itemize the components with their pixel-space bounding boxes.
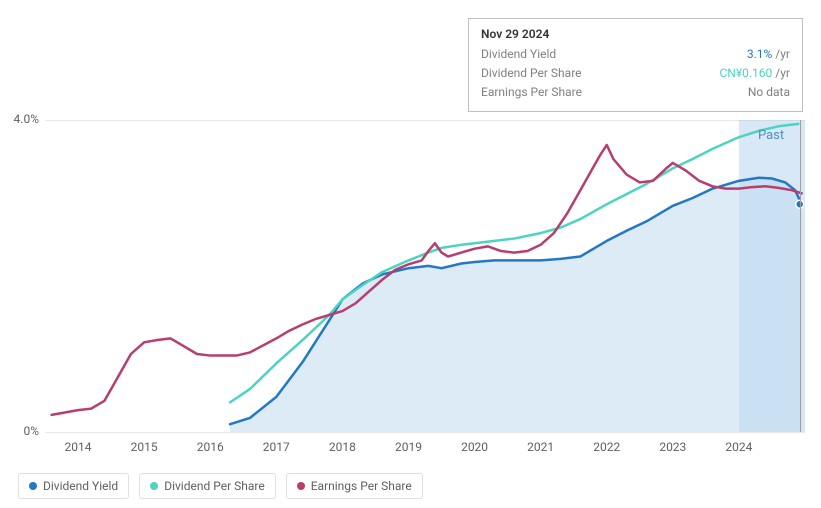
- legend-label: Dividend Per Share: [164, 479, 265, 493]
- x-axis-label: 2017: [263, 440, 290, 454]
- x-axis-label: 2018: [329, 440, 356, 454]
- x-axis-label: 2020: [461, 440, 488, 454]
- y-axis-label: 0%: [0, 424, 39, 438]
- gridline: [45, 432, 805, 433]
- x-axis-label: 2023: [659, 440, 686, 454]
- legend-dot-icon: [150, 482, 158, 490]
- tooltip-row-label: Earnings Per Share: [481, 83, 582, 102]
- legend-item[interactable]: Dividend Yield: [18, 473, 129, 499]
- hover-marker-line: [800, 120, 801, 432]
- x-axis-label: 2019: [395, 440, 422, 454]
- tooltip-date: Nov 29 2024: [481, 27, 790, 41]
- x-axis-label: 2021: [527, 440, 554, 454]
- chart-svg: [45, 120, 805, 432]
- tooltip-row-value: CN¥0.160/yr: [719, 64, 790, 83]
- tooltip-row-value: 3.1%/yr: [747, 45, 790, 64]
- tooltip-row: Dividend Per Share CN¥0.160/yr: [481, 64, 790, 83]
- x-axis-label: 2022: [593, 440, 620, 454]
- tooltip-row: Dividend Yield 3.1%/yr: [481, 45, 790, 64]
- legend-label: Earnings Per Share: [311, 479, 412, 493]
- tooltip-row-label: Dividend Yield: [481, 45, 556, 64]
- legend-dot-icon: [29, 482, 37, 490]
- chart-legend: Dividend Yield Dividend Per Share Earnings…: [18, 473, 423, 499]
- x-axis-label: 2015: [131, 440, 158, 454]
- x-axis-label: 2016: [197, 440, 224, 454]
- past-region-label: Past: [758, 128, 784, 143]
- dividend-chart: Nov 29 2024 Dividend Yield3.1%/yrDividen…: [0, 0, 821, 508]
- tooltip-row-value: No data: [748, 83, 790, 102]
- plot-area[interactable]: [45, 120, 805, 432]
- legend-item[interactable]: Earnings Per Share: [286, 473, 423, 499]
- legend-dot-icon: [297, 482, 305, 490]
- legend-label: Dividend Yield: [43, 479, 118, 493]
- x-axis-label: 2024: [725, 440, 752, 454]
- x-axis-label: 2014: [65, 440, 92, 454]
- tooltip-row-label: Dividend Per Share: [481, 64, 582, 83]
- chart-tooltip: Nov 29 2024 Dividend Yield3.1%/yrDividen…: [468, 18, 803, 112]
- legend-item[interactable]: Dividend Per Share: [139, 473, 276, 499]
- y-axis-label: 4.0%: [0, 112, 39, 126]
- tooltip-row: Earnings Per Share No data: [481, 83, 790, 102]
